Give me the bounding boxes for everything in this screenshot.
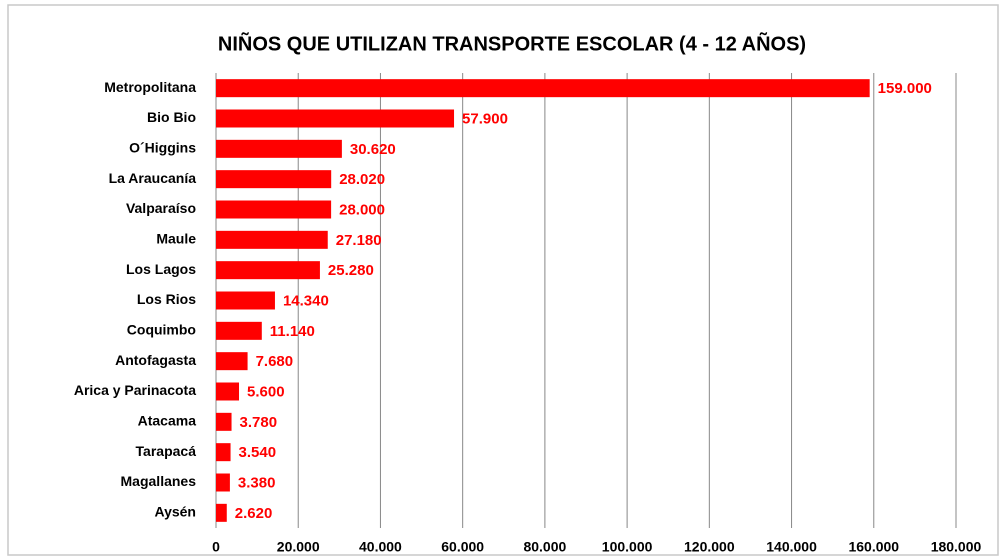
y-tick-label: Tarapacá: [136, 443, 197, 459]
data-label: 3.380: [238, 474, 276, 491]
y-tick-label: La Araucanía: [109, 170, 197, 186]
bar: [216, 291, 275, 310]
data-label: 28.000: [339, 201, 385, 218]
bar: [216, 503, 227, 522]
chart-title: NIÑOS QUE UTILIZAN TRANSPORTE ESCOLAR (4…: [218, 32, 806, 55]
y-tick-label: O´Higgins: [129, 140, 196, 156]
x-tick-label: 20.000: [277, 539, 320, 555]
data-label: 25.280: [328, 262, 374, 279]
data-label: 3.780: [240, 414, 278, 431]
y-tick-label: Los Lagos: [126, 261, 196, 277]
bar: [216, 230, 328, 249]
bar: [216, 200, 332, 219]
y-tick-label: Aysén: [154, 504, 196, 520]
y-tick-label: Maule: [156, 231, 196, 247]
bar: [216, 321, 262, 340]
data-label: 27.180: [336, 232, 382, 249]
y-tick-label: Arica y Parinacota: [74, 382, 196, 398]
bar: [216, 382, 240, 401]
data-label: 7.680: [256, 353, 294, 370]
x-tick-label: 40.000: [359, 539, 402, 555]
x-tick-label: 0: [212, 539, 220, 555]
y-tick-label: Coquimbo: [127, 322, 196, 338]
data-label: 3.540: [239, 444, 277, 461]
data-label: 30.620: [350, 141, 396, 158]
x-tick-label: 60.000: [441, 539, 484, 555]
data-label: 28.020: [339, 171, 385, 188]
bar: [216, 473, 230, 492]
x-tick-label: 140.000: [766, 539, 817, 555]
x-tick-label: 160.000: [848, 539, 899, 555]
y-tick-label: Los Rios: [137, 291, 196, 307]
y-tick-label: Valparaíso: [126, 200, 196, 216]
x-tick-label: 120.000: [684, 539, 735, 555]
y-tick-label: Magallanes: [121, 473, 197, 489]
bar: [216, 139, 342, 158]
x-tick-label: 100.000: [602, 539, 653, 555]
bar: [216, 261, 320, 280]
x-tick-label: 80.000: [523, 539, 566, 555]
data-label: 2.620: [235, 505, 273, 522]
x-tick-label: 180.000: [931, 539, 982, 555]
bar: [216, 352, 248, 371]
bar: [216, 109, 455, 128]
data-label: 5.600: [247, 383, 285, 400]
y-tick-label: Antofagasta: [115, 352, 196, 368]
bar: [216, 443, 231, 462]
bar: [216, 412, 232, 431]
y-tick-label: Bio Bio: [147, 109, 196, 125]
y-tick-label: Atacama: [138, 413, 197, 429]
bar: [216, 79, 870, 98]
bar: [216, 170, 332, 189]
y-tick-label: Metropolitana: [104, 79, 196, 95]
data-label: 159.000: [878, 80, 932, 97]
data-label: 11.140: [270, 323, 315, 340]
data-label: 14.340: [283, 292, 329, 309]
data-label: 57.900: [462, 110, 508, 127]
